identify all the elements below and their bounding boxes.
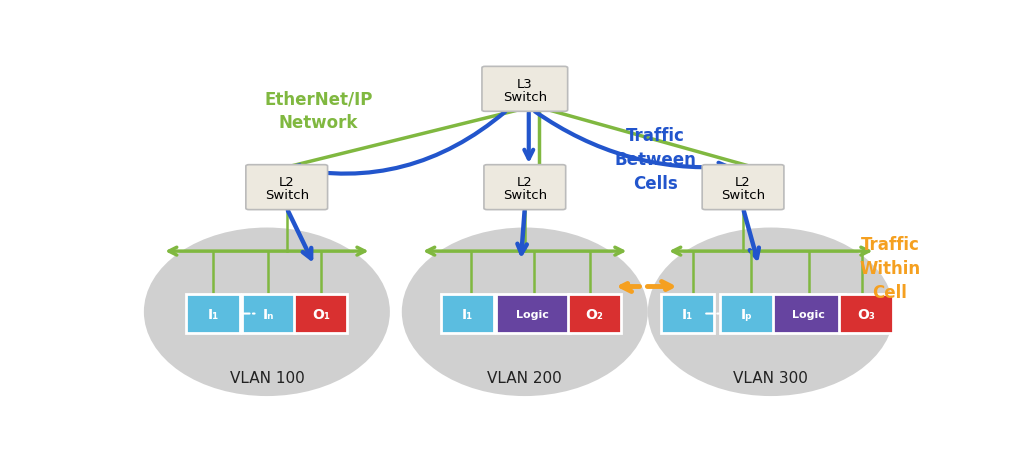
- Ellipse shape: [401, 228, 648, 396]
- Text: Switch: Switch: [721, 189, 765, 202]
- FancyBboxPatch shape: [246, 165, 328, 210]
- Text: Switch: Switch: [503, 91, 547, 104]
- Ellipse shape: [648, 228, 894, 396]
- Ellipse shape: [143, 228, 390, 396]
- Text: VLAN 300: VLAN 300: [733, 370, 808, 385]
- Text: L2: L2: [735, 176, 751, 189]
- Text: L2: L2: [279, 176, 295, 189]
- FancyBboxPatch shape: [660, 294, 714, 334]
- Text: Logic: Logic: [793, 309, 825, 319]
- FancyBboxPatch shape: [496, 294, 569, 334]
- FancyBboxPatch shape: [702, 165, 784, 210]
- Text: Logic: Logic: [516, 309, 549, 319]
- FancyBboxPatch shape: [441, 294, 495, 334]
- Text: VLAN 200: VLAN 200: [487, 370, 562, 385]
- Text: Traffic
Within
Cell: Traffic Within Cell: [859, 236, 921, 301]
- Text: L3: L3: [517, 78, 532, 91]
- Text: I₁: I₁: [462, 307, 473, 321]
- Text: O₂: O₂: [586, 307, 603, 321]
- Text: Iₚ: Iₚ: [741, 307, 753, 321]
- Text: I₁: I₁: [207, 307, 218, 321]
- FancyBboxPatch shape: [482, 67, 567, 112]
- Text: O₁: O₁: [312, 307, 330, 321]
- FancyBboxPatch shape: [294, 294, 347, 334]
- Text: Iₙ: Iₙ: [263, 307, 274, 321]
- FancyBboxPatch shape: [242, 294, 295, 334]
- FancyBboxPatch shape: [773, 294, 845, 334]
- FancyBboxPatch shape: [840, 294, 893, 334]
- FancyBboxPatch shape: [568, 294, 622, 334]
- Text: EtherNet/IP
Network: EtherNet/IP Network: [264, 90, 373, 131]
- Text: VLAN 100: VLAN 100: [229, 370, 304, 385]
- Text: Switch: Switch: [264, 189, 309, 202]
- FancyBboxPatch shape: [721, 294, 773, 334]
- Text: I₁: I₁: [682, 307, 693, 321]
- Text: Switch: Switch: [503, 189, 547, 202]
- Text: L2: L2: [517, 176, 532, 189]
- FancyBboxPatch shape: [186, 294, 240, 334]
- Text: O₃: O₃: [857, 307, 874, 321]
- Text: Traffic
Between
Cells: Traffic Between Cells: [614, 127, 696, 192]
- FancyBboxPatch shape: [484, 165, 565, 210]
